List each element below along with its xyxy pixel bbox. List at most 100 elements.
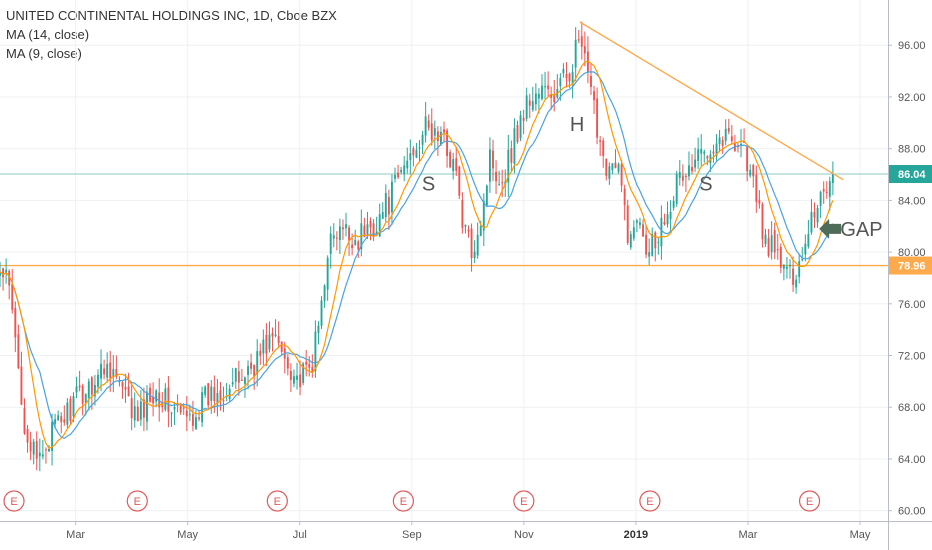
candle-body (14, 308, 17, 338)
candle-body (378, 214, 381, 237)
y-tick-label: 64.00 (898, 454, 926, 466)
candle-body (250, 362, 253, 369)
earnings-icon (126, 490, 148, 512)
candle-body (210, 386, 213, 401)
earnings-icon (3, 490, 25, 512)
candle-body (103, 368, 106, 375)
candle-body (384, 193, 387, 217)
candle-body (703, 151, 706, 154)
candle-body (329, 233, 332, 254)
candle-body (146, 391, 148, 422)
ma-14-line (0, 71, 834, 439)
candle-body (776, 249, 779, 251)
candle-body (216, 393, 219, 404)
candle-body (234, 368, 237, 382)
candle-body (406, 160, 409, 169)
candle-body (608, 166, 611, 179)
candle-body (516, 125, 519, 142)
candle-body (259, 350, 262, 356)
candle-body (825, 191, 828, 193)
candle-body (75, 386, 78, 393)
candle-body (715, 143, 718, 156)
candle-body (470, 228, 473, 259)
candle-body (280, 341, 283, 352)
candle-body (256, 351, 259, 374)
candle-body (446, 130, 449, 157)
candle-body (718, 137, 721, 145)
candle-body (574, 39, 577, 68)
candle-body (605, 158, 608, 176)
candle-body (354, 240, 357, 245)
candle-body (648, 252, 651, 257)
candle-body (773, 230, 776, 253)
x-tick-label: May (177, 529, 198, 541)
candle-body (397, 172, 400, 178)
candle-body (443, 129, 445, 133)
earnings-label: E (520, 496, 527, 508)
candle-body (118, 381, 121, 383)
candle-body (684, 175, 687, 178)
candle-body (173, 406, 176, 410)
candle-body (289, 370, 292, 380)
candle-body (240, 379, 243, 381)
candle-body (237, 371, 240, 383)
candle-body (231, 382, 234, 385)
candle-body (412, 148, 415, 156)
candle-body (387, 196, 390, 215)
candle-body (8, 270, 11, 286)
candle-body (421, 134, 424, 145)
candle-body (807, 233, 810, 247)
price-label-text: 86.04 (898, 169, 926, 181)
candle-body (669, 211, 672, 220)
candle-body (789, 264, 791, 267)
y-tick-label: 60.00 (898, 506, 926, 518)
candle-body (452, 159, 455, 172)
candle-body (335, 237, 338, 239)
candle-body (678, 172, 681, 179)
chart-grid (0, 0, 888, 521)
gap-label: GAP (840, 219, 882, 241)
y-tick-label: 76.00 (898, 299, 926, 311)
candle-body (599, 140, 602, 142)
candle-body (130, 398, 133, 419)
candle-body (550, 93, 553, 98)
price-label-box (889, 165, 932, 184)
price-levels (0, 173, 888, 267)
y-tick-label: 80.00 (898, 247, 926, 259)
candle-body (311, 366, 314, 373)
candle-body (531, 101, 534, 110)
candle-body (544, 86, 546, 88)
candle-body (433, 128, 436, 136)
candle-body (764, 234, 767, 244)
candle-body (623, 188, 626, 206)
candle-body (571, 71, 574, 85)
candle-body (639, 222, 641, 225)
candle-body (795, 279, 798, 288)
y-tick-label: 68.00 (898, 402, 926, 414)
candle-body (244, 377, 246, 384)
candle-body (342, 227, 344, 230)
candle-body (274, 334, 277, 336)
candle-body (513, 128, 516, 164)
candle-body (770, 235, 773, 253)
candle-body (709, 154, 712, 164)
candle-body (758, 199, 761, 204)
candle-body (697, 149, 700, 162)
candle-body (127, 386, 130, 397)
candle-body (528, 100, 531, 106)
candle-body (84, 393, 87, 403)
candle-body (90, 377, 93, 395)
resistance-trendline (579, 21, 844, 181)
candle-body (57, 415, 60, 421)
candle-body (265, 334, 268, 354)
candle-body (390, 181, 393, 213)
candle-body (816, 208, 819, 223)
candle-body (38, 452, 41, 457)
candlestick-series (0, 21, 834, 472)
pattern-label: S (422, 174, 435, 196)
candle-body (115, 369, 118, 377)
legend-ma9: MA (9, close) (6, 46, 82, 61)
candle-body (525, 95, 528, 119)
candle-body (11, 284, 14, 310)
candle-body (476, 234, 479, 256)
